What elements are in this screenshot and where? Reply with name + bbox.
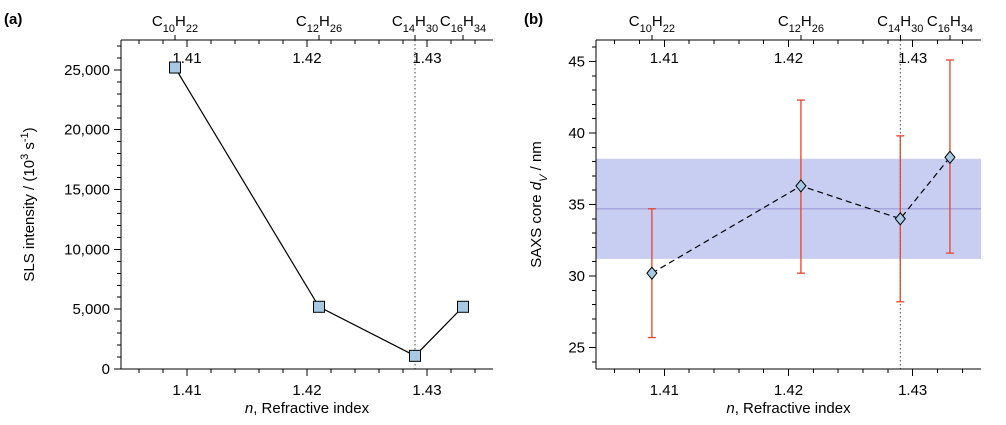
- compound-label: C12H26: [778, 13, 824, 35]
- data-point: [646, 266, 658, 280]
- top-tick-label: 1.42: [774, 50, 803, 67]
- y-tick-label: 5,000: [72, 301, 110, 318]
- compound-label: C14H30: [392, 13, 438, 35]
- compound-label: C10H22: [152, 13, 198, 35]
- y-tick-label: 25,000: [64, 62, 110, 79]
- x-tick-label: 1.42: [292, 382, 321, 399]
- top-tick-label: 1.41: [650, 50, 679, 67]
- data-point: [313, 300, 325, 313]
- y-tick-label: 30: [568, 268, 585, 285]
- y-axis-label: SLS intensity / (103 s-1): [19, 127, 38, 281]
- data-point: [169, 61, 181, 74]
- compound-label: C10H22: [629, 13, 675, 35]
- x-tick-label: 1.42: [774, 382, 803, 399]
- compound-label: C12H26: [296, 13, 342, 35]
- y-tick-label: 40: [568, 125, 585, 142]
- data-point: [795, 179, 807, 193]
- y-axis-label: SAXS core dV / nm: [528, 141, 550, 268]
- series-line: [174, 67, 464, 357]
- data-point: [409, 349, 421, 362]
- compound-label: C16H34: [927, 13, 973, 35]
- y-tick-label: 35: [568, 197, 585, 214]
- top-tick-label: 1.43: [898, 50, 927, 67]
- x-axis-label: n, Refractive index: [726, 400, 851, 417]
- top-tick-label: 1.43: [412, 50, 441, 67]
- data-point: [457, 300, 469, 313]
- panel-label: (b): [524, 11, 543, 28]
- data-point: [894, 212, 906, 226]
- x-tick-label: 1.41: [172, 382, 201, 399]
- x-axis-label: n, Refractive index: [245, 400, 370, 417]
- y-tick-label: 0: [102, 361, 110, 378]
- compound-label: C14H30: [877, 13, 923, 35]
- y-tick-label: 20,000: [64, 122, 110, 139]
- panel-label: (a): [4, 11, 22, 28]
- data-point: [944, 150, 956, 165]
- y-tick-label: 15,000: [64, 182, 110, 199]
- panel-b: (b) 1.41 1.42 1.43 1.41 1.42 1.43 C10H22 C12H26 C…: [524, 11, 981, 417]
- y-tick-label: 25: [568, 340, 585, 357]
- x-tick-label: 1.43: [898, 382, 927, 399]
- series-line: [651, 156, 951, 274]
- compound-label: C16H34: [440, 13, 486, 35]
- top-tick-label: 1.42: [292, 50, 321, 67]
- y-tick-label: 10,000: [64, 241, 110, 258]
- y-tick-label: 45: [568, 53, 585, 70]
- x-tick-label: 1.43: [412, 382, 441, 399]
- x-tick-label: 1.41: [650, 382, 679, 399]
